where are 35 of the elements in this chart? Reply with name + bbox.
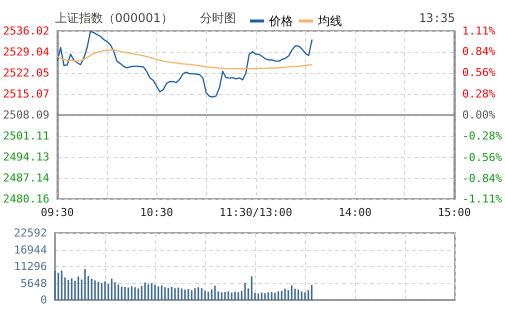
x-tick-label: 14:00 (338, 206, 372, 219)
y2-tick-label: 0.00% (462, 108, 496, 122)
chart-subtitle: 分时图 (200, 11, 236, 25)
y-tick-label: 2536.02 (3, 24, 50, 38)
y-tick-label: 2501.11 (3, 129, 50, 142)
text: 13:35 (418, 11, 455, 25)
y2-tick-label: -0.56% (462, 150, 502, 164)
y2-tick-label: -0.28% (462, 130, 502, 143)
y-tick-label: 22592 (14, 226, 47, 240)
line-series (56, 49, 313, 70)
y2-tick-label: 1.11% (462, 24, 496, 38)
x-tick-label: 15:00 (438, 206, 471, 219)
x-tick-label: 11:30/13:00 (219, 206, 292, 219)
chart-title: 上证指数（000001） (55, 11, 173, 25)
x-tick-label: 10:30 (140, 206, 174, 219)
y-tick-label: 2515.07 (3, 88, 50, 101)
y2-tick-label: 0.56% (462, 66, 496, 80)
y-tick-label: 2529.04 (3, 45, 50, 58)
legend-label: 价格 (268, 14, 293, 28)
y-tick-label: 2522.05 (3, 66, 50, 80)
y2-tick-label: 0.84% (462, 44, 496, 58)
legend-label: 均线 (317, 14, 342, 28)
y2-tick-label: -0.84% (462, 172, 502, 186)
y-tick-label: 2508.09 (3, 108, 50, 122)
y-tick-label: 16944 (14, 243, 48, 256)
y-tick-label: 11296 (14, 260, 47, 273)
y-tick-label: 2494.13 (3, 150, 50, 164)
y-tick-label: 0 (40, 294, 47, 306)
y-tick-label: 2487.14 (3, 172, 50, 185)
y-tick-label: 5648 (20, 276, 47, 290)
y2-tick-label: 0.28% (462, 87, 496, 100)
y2-tick-label: -1.11% (462, 192, 502, 206)
x-tick-label: 09:30 (40, 206, 74, 219)
line-series (56, 30, 313, 98)
y-tick-label: 2480.16 (3, 192, 50, 206)
